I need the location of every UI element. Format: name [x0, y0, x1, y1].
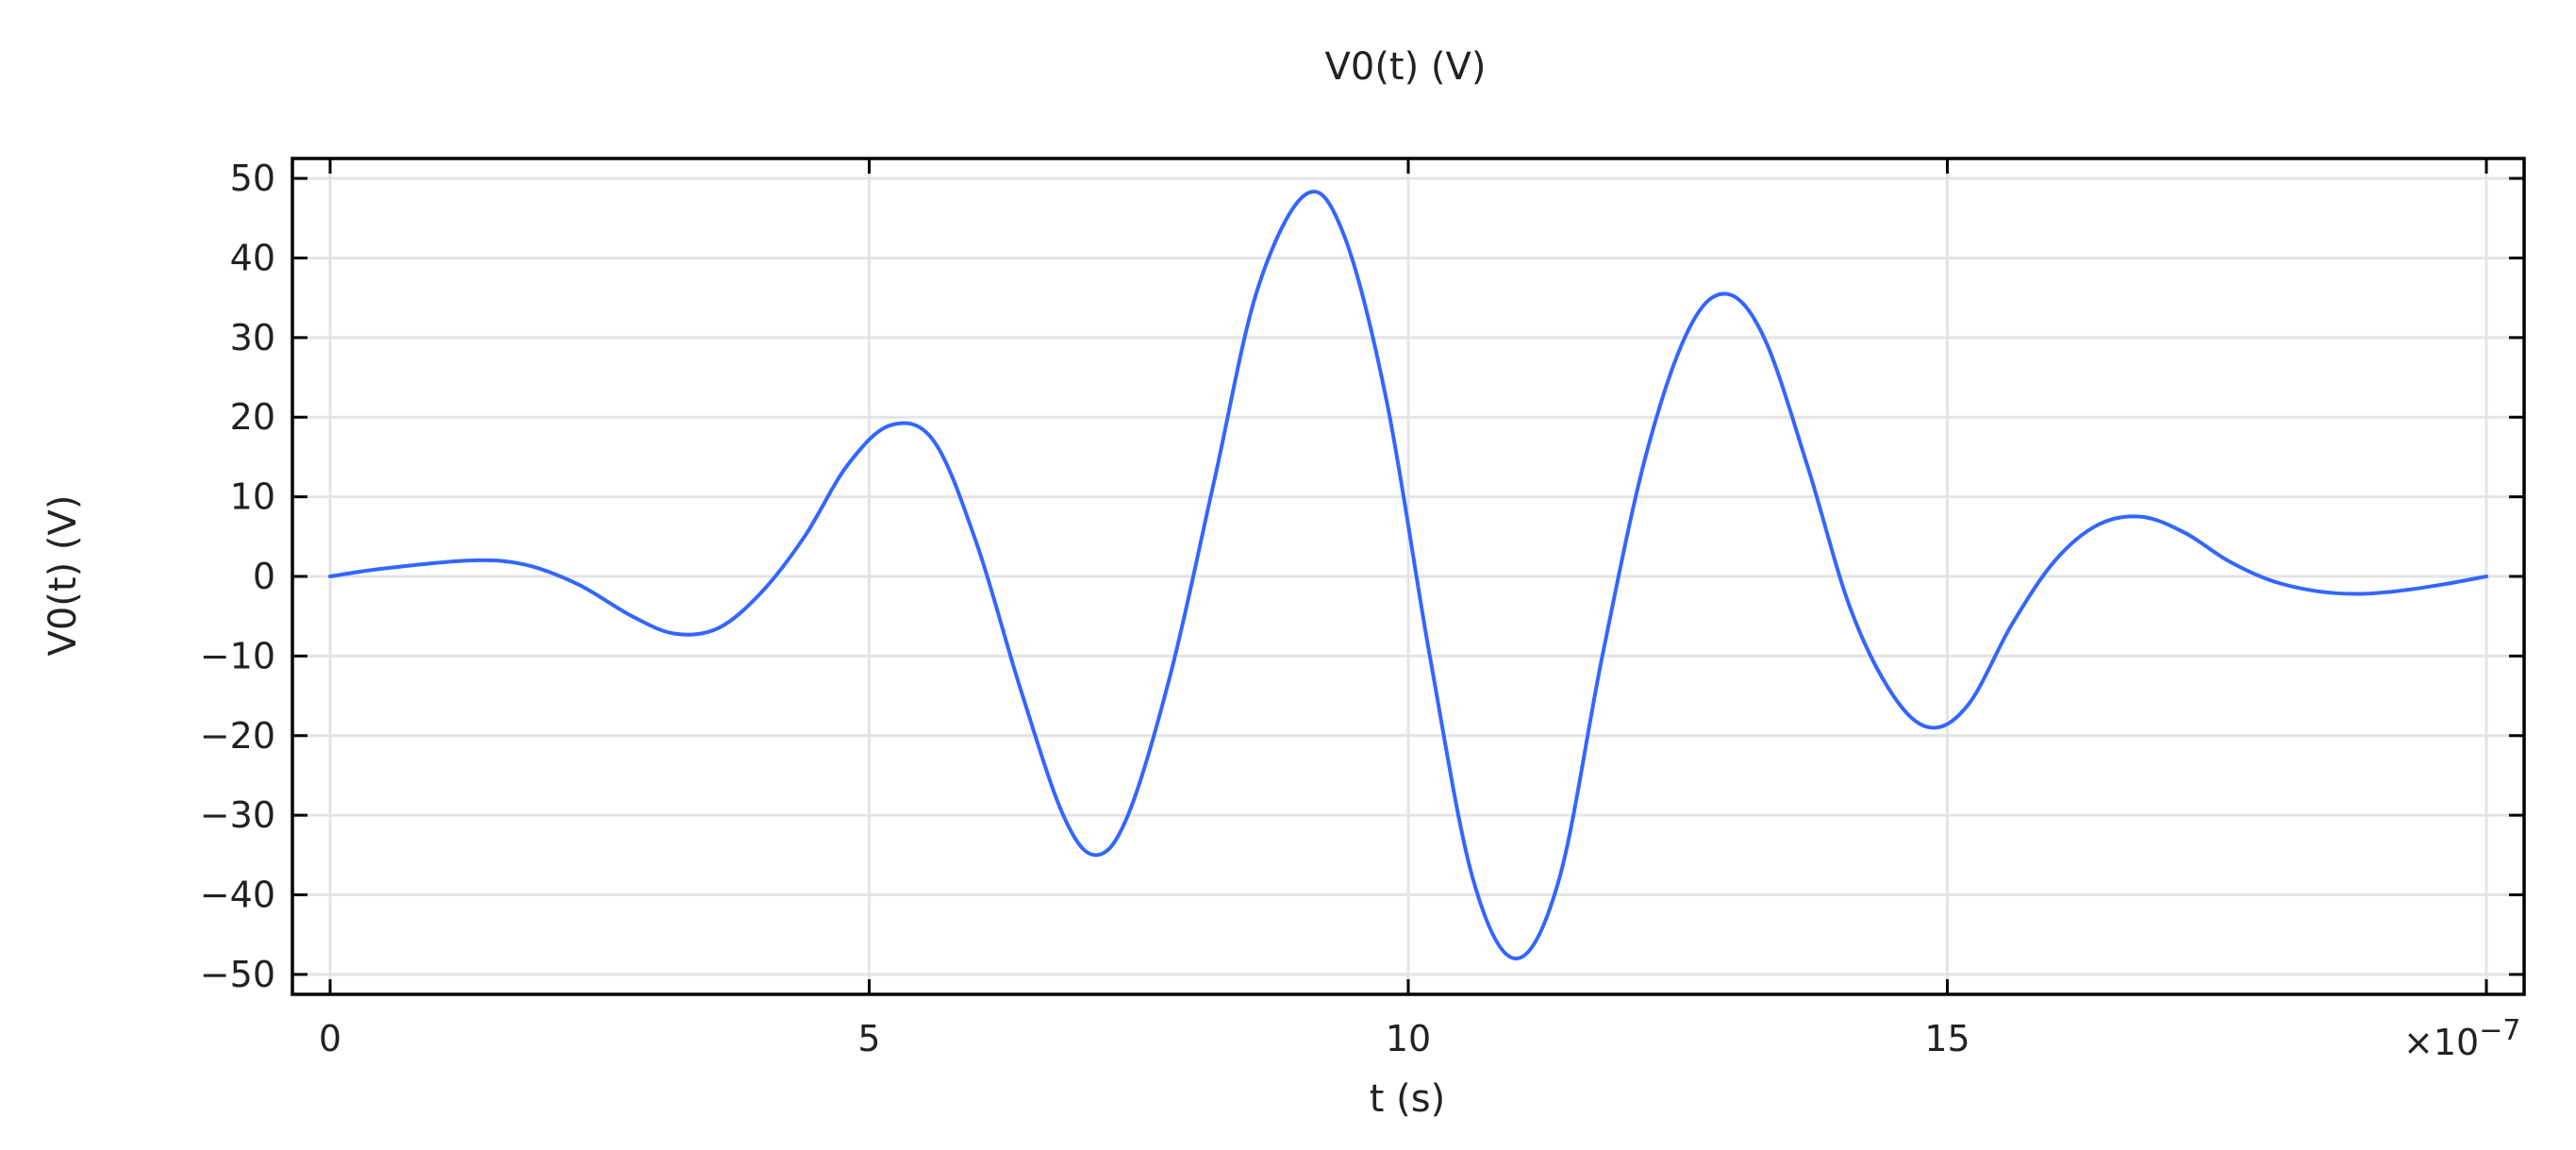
chart-title: V0(t) (V): [1325, 45, 1487, 89]
x-multiplier-exponent: −7: [2479, 1014, 2520, 1047]
x-axis-title: t (s): [1370, 1077, 1445, 1121]
y-tick-label-6: −10: [200, 635, 275, 676]
y-tick-label-5: 0: [253, 556, 275, 597]
y-tick-label-3: 20: [230, 396, 275, 438]
y-tick-label-8: −30: [200, 794, 275, 836]
y-tick-label-0: 50: [230, 158, 275, 199]
y-tick-label-1: 40: [230, 237, 275, 278]
x-tick-label-3: 15: [1924, 1018, 1969, 1059]
series-line-v0: [328, 190, 2488, 961]
y-tick-label-4: 10: [230, 476, 275, 518]
y-tick-label-7: −20: [200, 715, 275, 757]
x-tick-label-1: 5: [857, 1018, 880, 1059]
y-axis-title: V0(t) (V): [42, 495, 85, 657]
tick-layer: [292, 158, 2524, 994]
grid-layer: [292, 158, 2524, 994]
x-multiplier-base: ×10: [2403, 1022, 2479, 1063]
x-axis-multiplier: ×10−7: [2403, 1014, 2520, 1063]
x-tick-label-2: 10: [1386, 1018, 1431, 1059]
x-tick-label-0: 0: [319, 1018, 341, 1059]
tick-label-layer: 0 5 10 15 50 40 30 20 10 0 −10 −20 −30 −40 −50: [200, 158, 1970, 1059]
y-tick-label-9: −40: [200, 875, 275, 916]
y-tick-label-10: −50: [200, 954, 275, 995]
y-tick-label-2: 30: [230, 317, 275, 358]
